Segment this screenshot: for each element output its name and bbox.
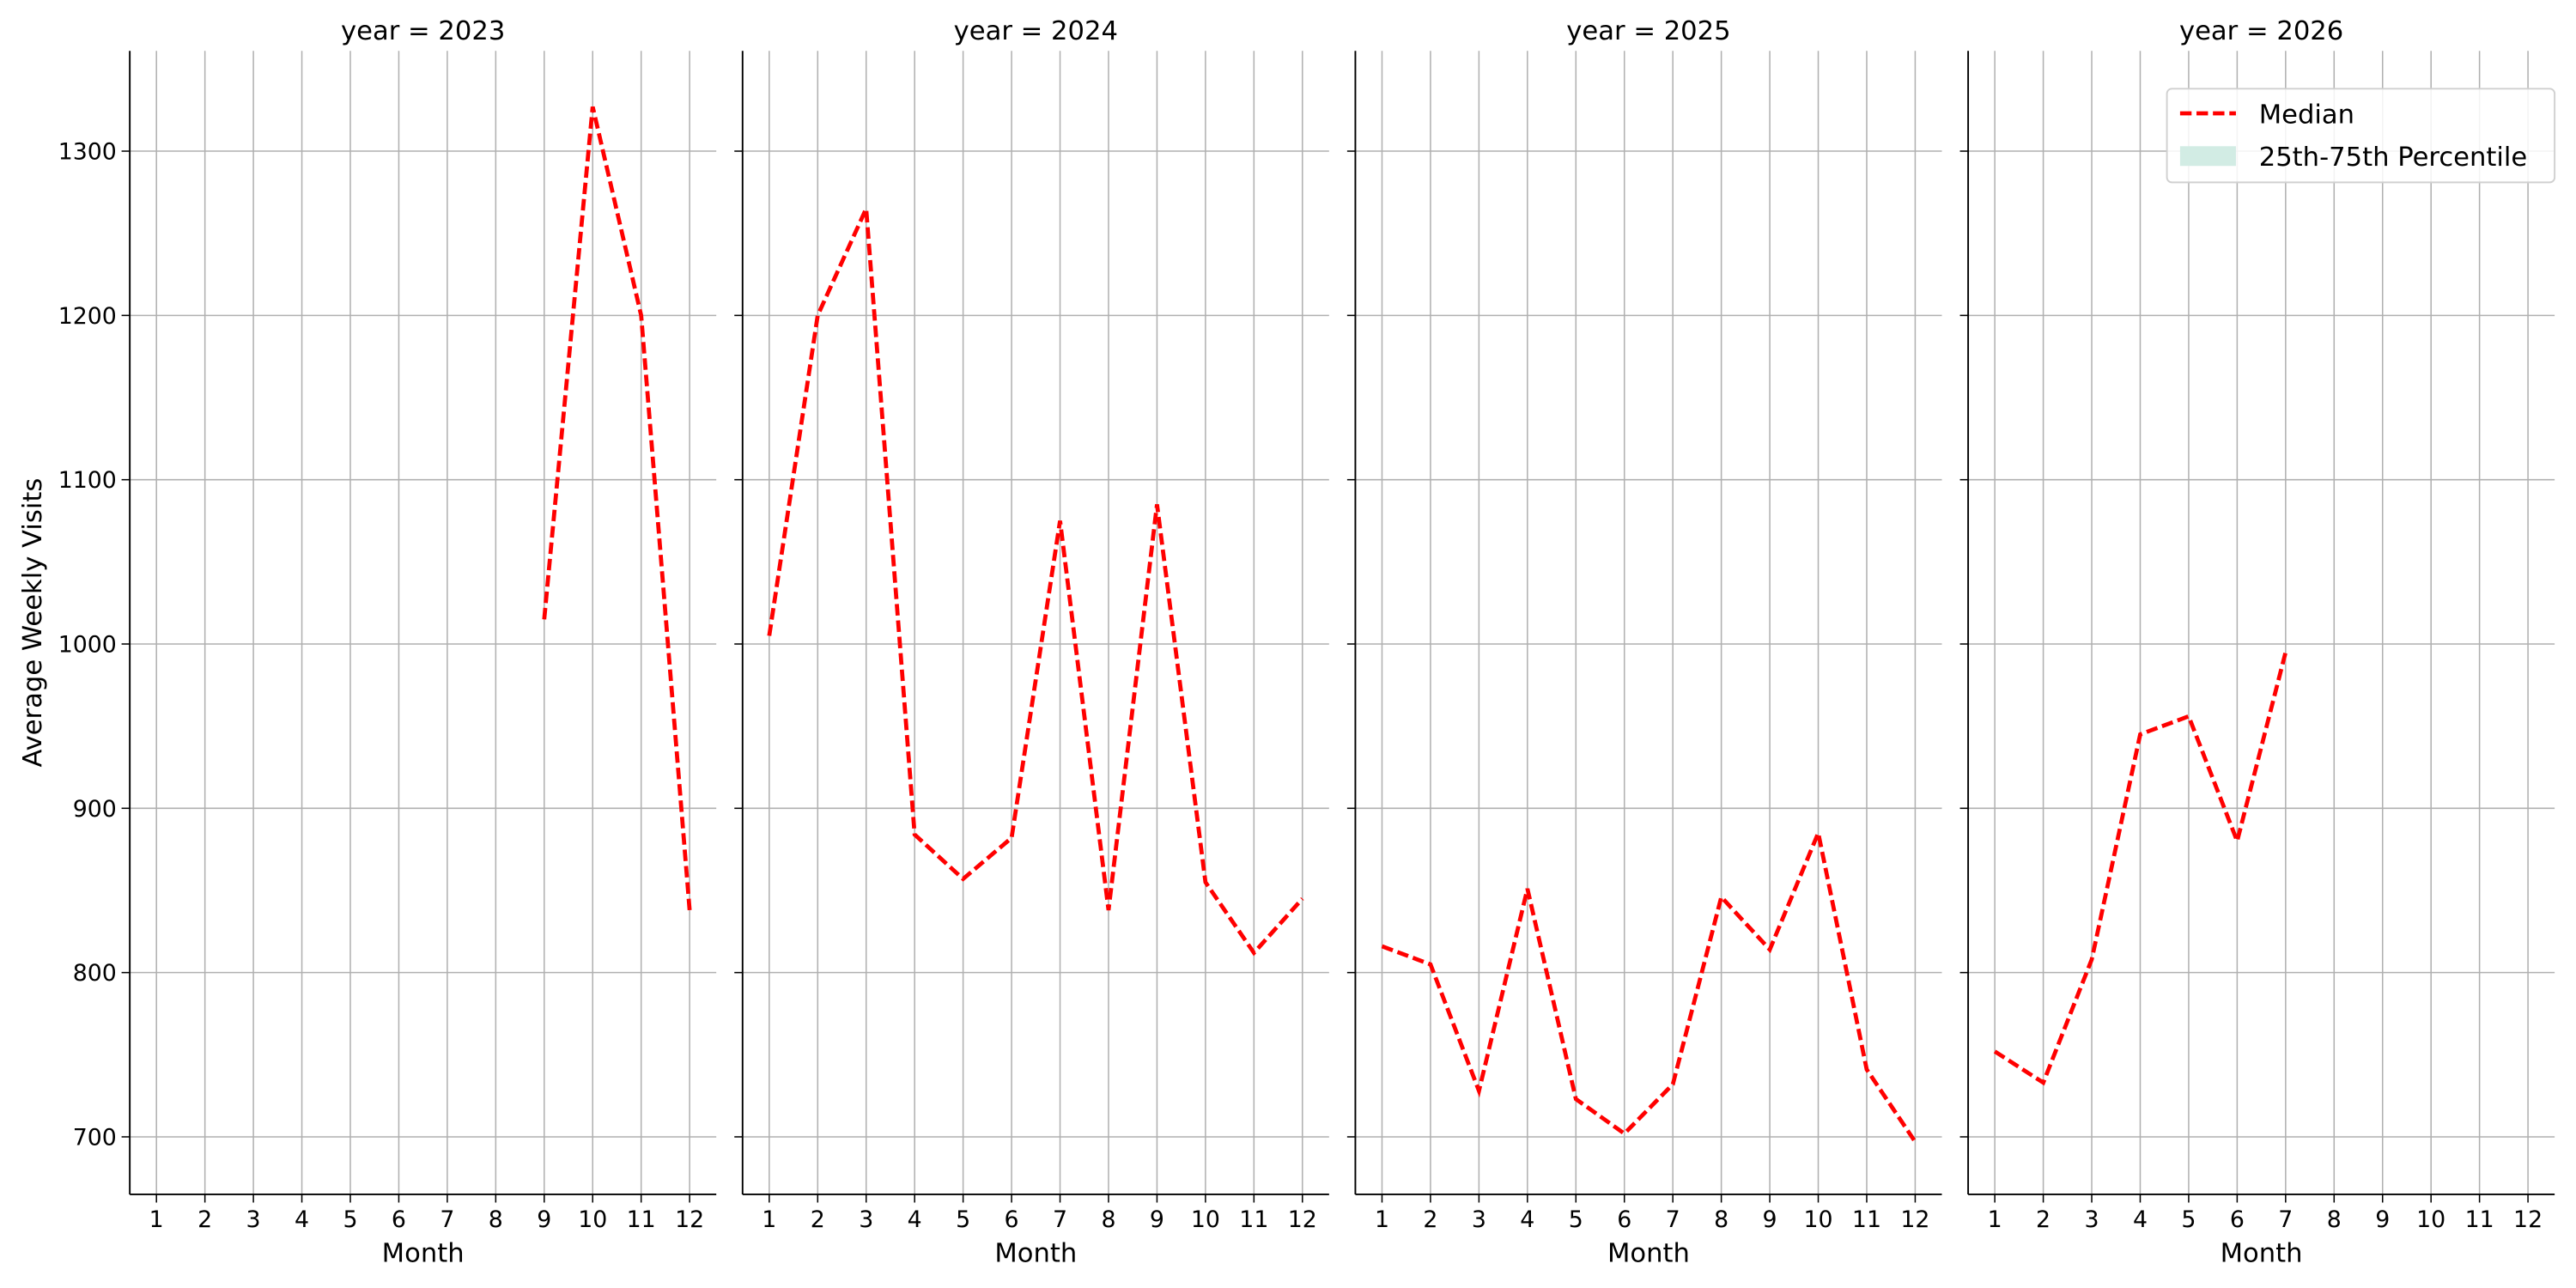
median-line [767,207,1304,957]
y-tick-label: 1300 [58,139,117,166]
x-tick-label: 3 [1472,1206,1486,1233]
x-tick-label: 4 [2133,1206,2148,1233]
y-tick-label: 1000 [58,632,117,659]
x-tick-label: 7 [1666,1206,1680,1233]
median-line [1993,651,2288,1086]
panel-title: year = 2023 [341,16,505,46]
x-tick-label: 4 [908,1206,922,1233]
x-tick-label: 10 [1804,1206,1833,1233]
x-axis-label: Month [2221,1238,2303,1268]
x-tick-label: 4 [295,1206,309,1233]
x-tick-label: 12 [2513,1206,2543,1233]
x-axis-label: Month [1607,1238,1690,1268]
x-tick-label: 6 [2230,1206,2245,1233]
x-tick-label: 9 [1763,1206,1777,1233]
x-tick-label: 10 [578,1206,607,1233]
x-tick-label: 10 [2416,1206,2445,1233]
x-tick-label: 8 [1714,1206,1728,1233]
x-tick-label: 11 [627,1206,656,1233]
x-tick-label: 10 [1191,1206,1220,1233]
x-tick-label: 1 [762,1206,776,1233]
x-tick-label: 7 [2278,1206,2293,1233]
x-tick-label: 9 [537,1206,551,1233]
x-tick-label: 9 [2375,1206,2390,1233]
x-tick-label: 12 [1900,1206,1929,1233]
median-line [1381,825,1917,1144]
legend-label: Median [2259,100,2354,130]
x-tick-label: 4 [1520,1206,1534,1233]
x-tick-label: 2 [1423,1206,1437,1233]
x-tick-label: 3 [859,1206,873,1233]
x-axis-label: Month [994,1238,1077,1268]
x-tick-label: 5 [956,1206,970,1233]
panel-title: year = 2024 [954,16,1118,46]
x-tick-label: 1 [149,1206,164,1233]
x-axis-label: Month [382,1238,465,1268]
x-tick-label: 6 [1005,1206,1019,1233]
x-tick-label: 8 [2327,1206,2342,1233]
legend-label: 25th-75th Percentile [2259,143,2528,173]
y-tick-label: 700 [73,1125,117,1151]
x-tick-label: 6 [1617,1206,1631,1233]
x-tick-label: 7 [1053,1206,1067,1233]
y-tick-label: 900 [73,796,117,823]
x-tick-label: 9 [1150,1206,1164,1233]
y-tick-label: 1100 [58,467,117,494]
x-tick-label: 1 [1375,1206,1389,1233]
x-tick-label: 2 [197,1206,212,1233]
y-axis-label: Average Weekly Visits [18,478,48,768]
x-tick-label: 1 [1988,1206,2002,1233]
x-tick-label: 3 [246,1206,261,1233]
x-tick-label: 11 [2465,1206,2494,1233]
x-tick-label: 11 [1852,1206,1881,1233]
x-tick-label: 5 [1569,1206,1583,1233]
x-tick-label: 2 [811,1206,825,1233]
x-tick-label: 12 [1288,1206,1317,1233]
legend-swatch [2179,146,2236,167]
x-tick-label: 8 [1101,1206,1115,1233]
x-tick-label: 5 [343,1206,357,1233]
x-tick-label: 12 [675,1206,704,1233]
legend-box [2166,88,2556,184]
x-tick-label: 11 [1239,1206,1268,1233]
x-tick-label: 5 [2181,1206,2196,1233]
y-tick-label: 1200 [58,303,117,330]
panel-title: year = 2025 [1566,16,1730,46]
y-tick-label: 800 [73,960,117,987]
x-tick-label: 2 [2036,1206,2050,1233]
x-tick-label: 3 [2085,1206,2099,1233]
panel-title: year = 2026 [2179,16,2343,46]
median-line [542,106,692,911]
x-tick-label: 7 [440,1206,454,1233]
x-tick-label: 8 [489,1206,503,1233]
x-tick-label: 6 [392,1206,406,1233]
